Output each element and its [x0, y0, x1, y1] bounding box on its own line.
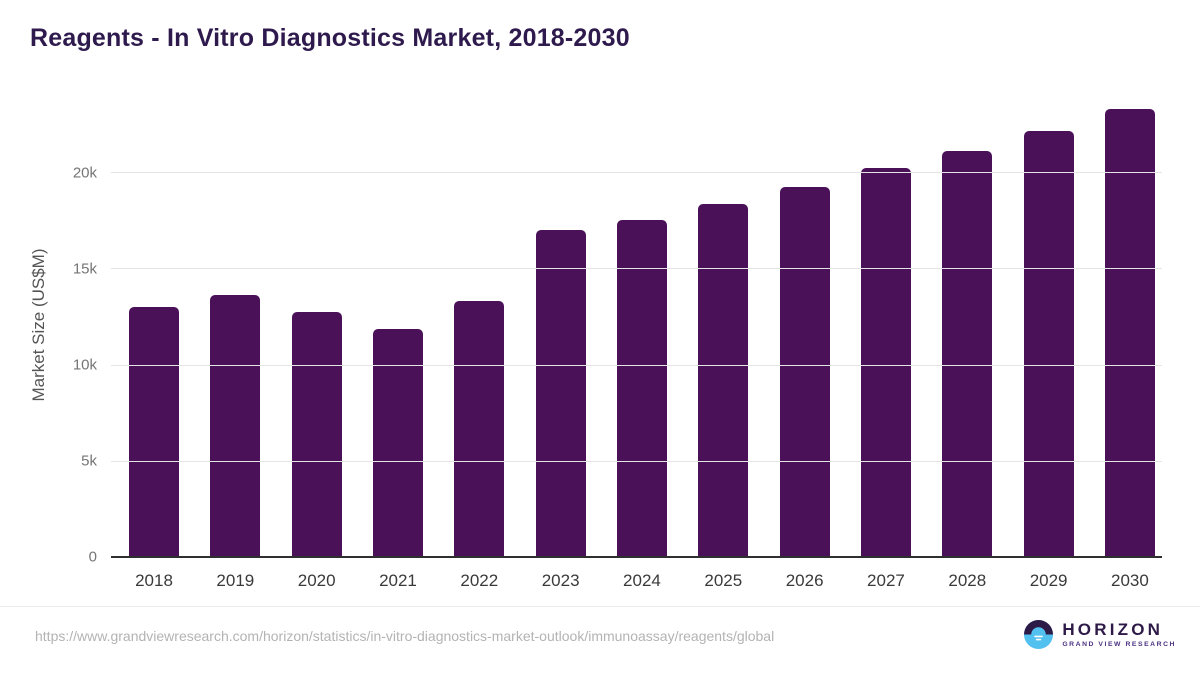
y-tick-label-20k: 20k	[72, 164, 97, 182]
x-tick-label-2027: 2027	[867, 571, 905, 590]
x-tick-label-2025: 2025	[704, 571, 743, 590]
bar-slot-2020: 2020	[291, 100, 342, 590]
bar-2023[interactable]	[535, 229, 586, 558]
x-tick-label-2030: 2030	[1111, 571, 1149, 590]
y-tick-label-5k: 5k	[81, 452, 97, 470]
x-tick-label-2022: 2022	[460, 571, 499, 590]
horizon-logo: HORIZON GRAND VIEW RESEARCH	[1024, 620, 1176, 649]
horizon-sun-icon	[1024, 620, 1054, 649]
logo-subtitle: GRAND VIEW RESEARCH	[1062, 641, 1176, 649]
bar-2025[interactable]	[698, 203, 749, 558]
plot-area: 2018 2019 2020 2021 2022 2023 2024 2025 2026 2027…	[73, 100, 1162, 590]
x-tick-label-2023: 2023	[541, 571, 580, 590]
x-tick-label-2021: 2021	[379, 571, 417, 590]
gridline-5k: 5k	[81, 453, 1162, 470]
gridline-10k: 10k	[73, 357, 1162, 374]
bar-slot-2021: 2021	[372, 100, 423, 590]
chart-title: Reagents - In Vitro Diagnostics Market, …	[30, 24, 630, 52]
x-tick-label-2026: 2026	[785, 571, 824, 590]
x-tick-label-2028: 2028	[948, 571, 987, 590]
bars-container: 2018 2019 2020 2021 2022 2023 2024 2025 2026 2027…	[111, 100, 1162, 590]
x-tick-label-2029: 2029	[1029, 571, 1068, 590]
bar-slot-2023: 2023	[535, 100, 586, 590]
bar-slot-2029: 2029	[1023, 100, 1074, 590]
bar-2028[interactable]	[942, 151, 993, 558]
y-tick-label-15k: 15k	[72, 260, 97, 278]
bar-2019[interactable]	[210, 295, 261, 558]
bar-slot-2018: 2018	[129, 100, 179, 590]
bar-2026[interactable]	[779, 186, 830, 558]
bar-slot-2028: 2028	[942, 100, 993, 590]
y-tick-label-10k: 10k	[72, 356, 97, 374]
bar-slot-2026: 2026	[779, 100, 830, 590]
gridline-20k: 20k	[73, 164, 1162, 181]
bar-2029[interactable]	[1023, 130, 1074, 558]
x-tick-label-2019: 2019	[216, 571, 255, 590]
x-tick-label-2020: 2020	[297, 571, 336, 590]
bar-2021[interactable]	[372, 329, 423, 558]
x-tick-label-2024: 2024	[623, 571, 661, 590]
gridline-15k: 15k	[73, 260, 1162, 277]
bar-slot-2030: 2030	[1104, 100, 1155, 590]
logo-name: HORIZON	[1062, 619, 1164, 639]
bar-slot-2024: 2024	[616, 100, 667, 590]
bar-2018[interactable]	[129, 306, 179, 558]
logo-text: HORIZON GRAND VIEW RESEARCH	[1062, 619, 1176, 649]
bar-slot-2022: 2022	[454, 100, 505, 590]
bar-2024[interactable]	[616, 220, 667, 558]
gridline-0: 0	[89, 549, 1162, 566]
y-axis-title: Market Size (US$M)	[29, 248, 48, 402]
bar-2027[interactable]	[860, 168, 911, 558]
source-url: https://www.grandviewresearch.com/horizo…	[35, 628, 775, 644]
footer-divider	[0, 606, 1200, 607]
bar-slot-2025: 2025	[698, 100, 749, 590]
y-tick-label-0: 0	[88, 548, 97, 566]
bar-slot-2019: 2019	[210, 100, 261, 590]
bar-2022[interactable]	[454, 301, 505, 558]
bar-2020[interactable]	[291, 311, 342, 558]
bar-2030[interactable]	[1104, 108, 1155, 558]
bar-slot-2027: 2027	[860, 100, 911, 590]
x-tick-label-2018: 2018	[135, 571, 173, 590]
